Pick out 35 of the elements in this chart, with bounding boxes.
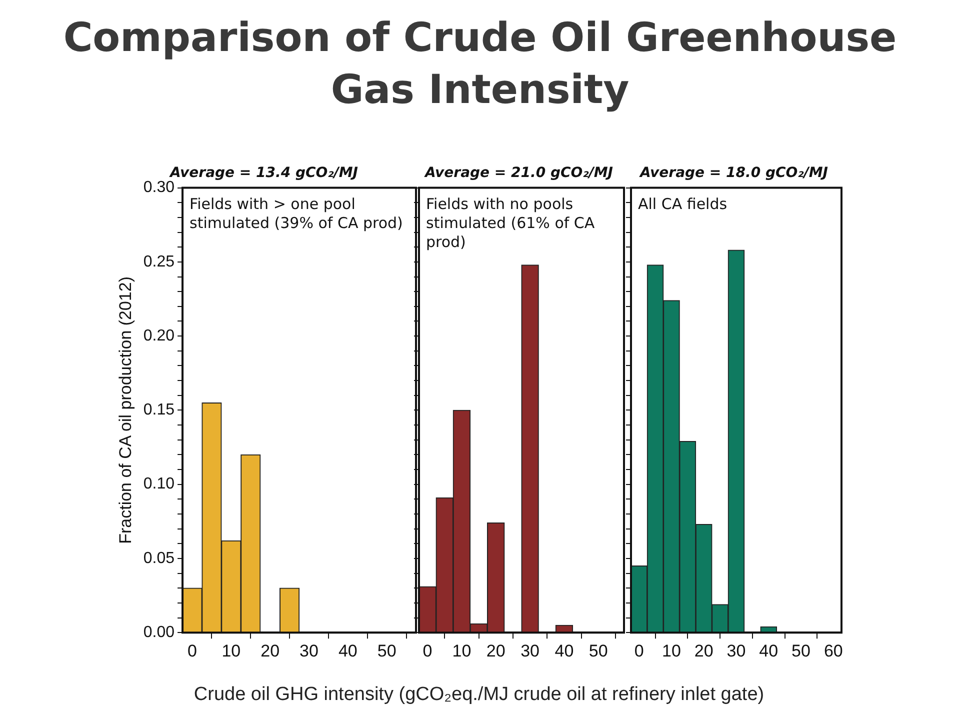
text: Comparison of Crude Oil Greenhouse Gas Intensity: [62, 14, 898, 115]
annotation: Fields with no pools stimulated (61% of CA prod): [426, 195, 596, 252]
y-axis-title: Fraction of CA oil production (2012): [116, 276, 135, 544]
x-tick-label: 0: [634, 641, 644, 660]
chart-title: Average = 13.4 gCO₂/MJ: [168, 165, 358, 182]
x-tick-label: 20: [694, 641, 714, 660]
x-tick-label: 40: [338, 641, 358, 660]
x-tick-label: 50: [792, 641, 810, 660]
x-tick-label: 10: [452, 641, 472, 660]
annotation: All CA fields: [638, 195, 728, 214]
x-tick-label: 60: [824, 641, 843, 660]
x-tick-label: 40: [759, 641, 778, 660]
x-tick-label: 10: [662, 641, 681, 660]
x-tick-label: 30: [520, 641, 540, 660]
x-axis-title: Crude oil GHG intensity (gCO₂eq./MJ crude oil at refinery inlet gate): [192, 684, 766, 706]
chart-title: Average = 21.0 gCO₂/MJ: [424, 165, 614, 182]
x-tick-label: 50: [377, 641, 396, 660]
y-tick-label: 0.10: [143, 476, 175, 493]
x-tick-label: 50: [588, 641, 608, 660]
x-tick-label: 20: [486, 641, 506, 660]
y-tick-label: 0.00: [143, 624, 175, 642]
x-tick-label: 0: [422, 641, 432, 660]
chart-title: Average = 18.0 gCO₂/MJ: [638, 165, 828, 182]
y-tick-label: 0.05: [143, 550, 175, 567]
y-tick-label: 0.25: [143, 253, 175, 270]
y-tick-label: 0.20: [143, 327, 175, 344]
x-tick-label: 30: [726, 641, 746, 660]
x-tick-label: 40: [554, 641, 574, 660]
x-tick-label: 10: [222, 641, 241, 660]
y-tick-label: 0.15: [143, 402, 175, 419]
x-tick-label: 20: [260, 641, 280, 660]
x-tick-label: 30: [300, 641, 318, 660]
annotation: Fields with > one pool stimulated (39% of CA prod): [190, 195, 403, 232]
y-tick-label: 0.30: [143, 179, 175, 196]
x-tick-label: 0: [188, 641, 197, 660]
